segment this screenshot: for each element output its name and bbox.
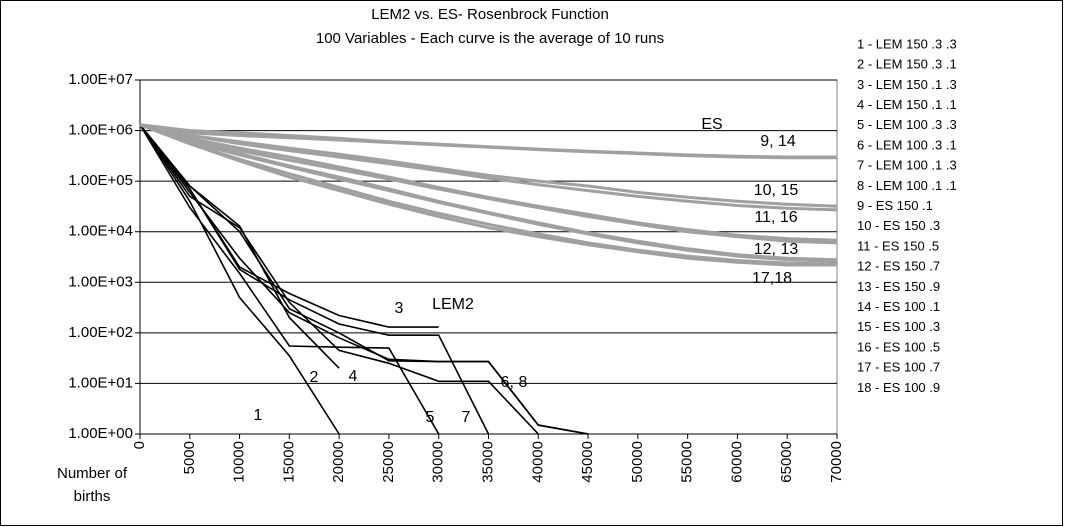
- series-line: [139, 123, 838, 263]
- legend-entry: 18 - ES 100 .9: [857, 380, 940, 395]
- legend-entry: 8 - LEM 100 .1 .1: [857, 178, 957, 193]
- legend-entry: 4 - LEM 150 .1 .1: [857, 97, 957, 112]
- series-line: [139, 123, 838, 266]
- series-line: [139, 123, 838, 208]
- y-tick-label: 1.00E+07: [68, 71, 133, 88]
- legend-entry: 12 - ES 150 .7: [857, 259, 940, 274]
- legend-entry: 9 - ES 150 .1: [857, 198, 933, 213]
- series-line: [139, 124, 340, 435]
- legend-entry: 17 - ES 100 .7: [857, 360, 940, 375]
- x-tick-label: 60000: [728, 441, 745, 483]
- annotation: 17,18: [752, 270, 792, 287]
- y-tick-label: 1.00E+04: [68, 223, 133, 240]
- series-line: [139, 123, 837, 160]
- annotation: 3: [395, 300, 404, 317]
- legend-entry: 13 - ES 150 .9: [857, 279, 940, 294]
- annotation: LEM2: [432, 296, 474, 313]
- x-tick-label: 65000: [778, 441, 795, 483]
- legend-entry: 6 - LEM 100 .3 .1: [857, 137, 957, 152]
- annotation: 2: [310, 369, 319, 386]
- legend-entry: 15 - ES 100 .3: [857, 319, 940, 334]
- y-tick-label: 1.00E+06: [68, 122, 133, 139]
- annotation: 4: [349, 368, 358, 385]
- annotation: ES: [701, 116, 722, 133]
- x-tick-label: 50000: [629, 441, 646, 483]
- annotation: 6, 8: [501, 374, 528, 391]
- x-tick-label: 35000: [479, 441, 496, 483]
- annotation: 12, 13: [754, 241, 799, 258]
- x-axis-label: Number of births: [56, 465, 128, 505]
- chart-title: LEM2 vs. ES- Rosenbrock Function: [371, 6, 609, 23]
- annotation: 11, 16: [754, 209, 797, 226]
- chart-subtitle: 100 Variables - Each curve is the averag…: [316, 30, 664, 47]
- y-tick-label: 1.00E+02: [68, 324, 133, 341]
- series-line: [139, 124, 440, 435]
- series-line: [139, 124, 589, 435]
- legend-entry: 7 - LEM 100 .1 .3: [857, 158, 957, 173]
- annotation: 10, 15: [754, 182, 799, 199]
- x-tick-label: 5000: [181, 441, 198, 474]
- x-tick-label: 55000: [679, 441, 696, 483]
- series-line: [139, 124, 539, 435]
- annotation: 1: [254, 407, 263, 424]
- legend-entry: 3 - LEM 150 .1 .3: [857, 77, 957, 92]
- x-tick-label: 45000: [579, 441, 596, 483]
- series-line: [139, 123, 838, 212]
- legend-entry: 5 - LEM 100 .3 .3: [857, 117, 957, 132]
- legend-entry: 11 - ES 150 .5: [857, 238, 939, 253]
- legend-entry: 1 - LEM 150 .3 .3: [857, 36, 957, 51]
- x-tick-label: 25000: [380, 441, 397, 483]
- legend-entry: 16 - ES 100 .5: [857, 339, 940, 354]
- series-line: [139, 123, 837, 267]
- y-tick-label: 1.00E+01: [68, 374, 133, 391]
- x-tick-label: 20000: [330, 441, 347, 483]
- legend-entry: 14 - ES 100 .1: [857, 299, 940, 314]
- x-tick-label: 70000: [828, 441, 845, 483]
- legend-entry: 2 - LEM 150 .3 .1: [857, 57, 957, 72]
- y-tick-label: 1.00E+00: [68, 425, 133, 442]
- x-tick-label: 15000: [280, 441, 297, 483]
- x-tick-label: 0: [131, 441, 148, 449]
- annotation: 7: [462, 409, 471, 426]
- x-tick-label: 10000: [231, 441, 248, 483]
- x-tick-label: 40000: [529, 441, 546, 483]
- annotation: 5: [426, 409, 435, 426]
- y-tick-label: 1.00E+05: [68, 172, 133, 189]
- annotation: 9, 14: [760, 133, 796, 150]
- x-tick-label: 30000: [430, 441, 447, 483]
- legend-entry: 10 - ES 150 .3: [857, 218, 940, 233]
- y-tick-label: 1.00E+03: [68, 273, 133, 290]
- series-line: [139, 123, 838, 245]
